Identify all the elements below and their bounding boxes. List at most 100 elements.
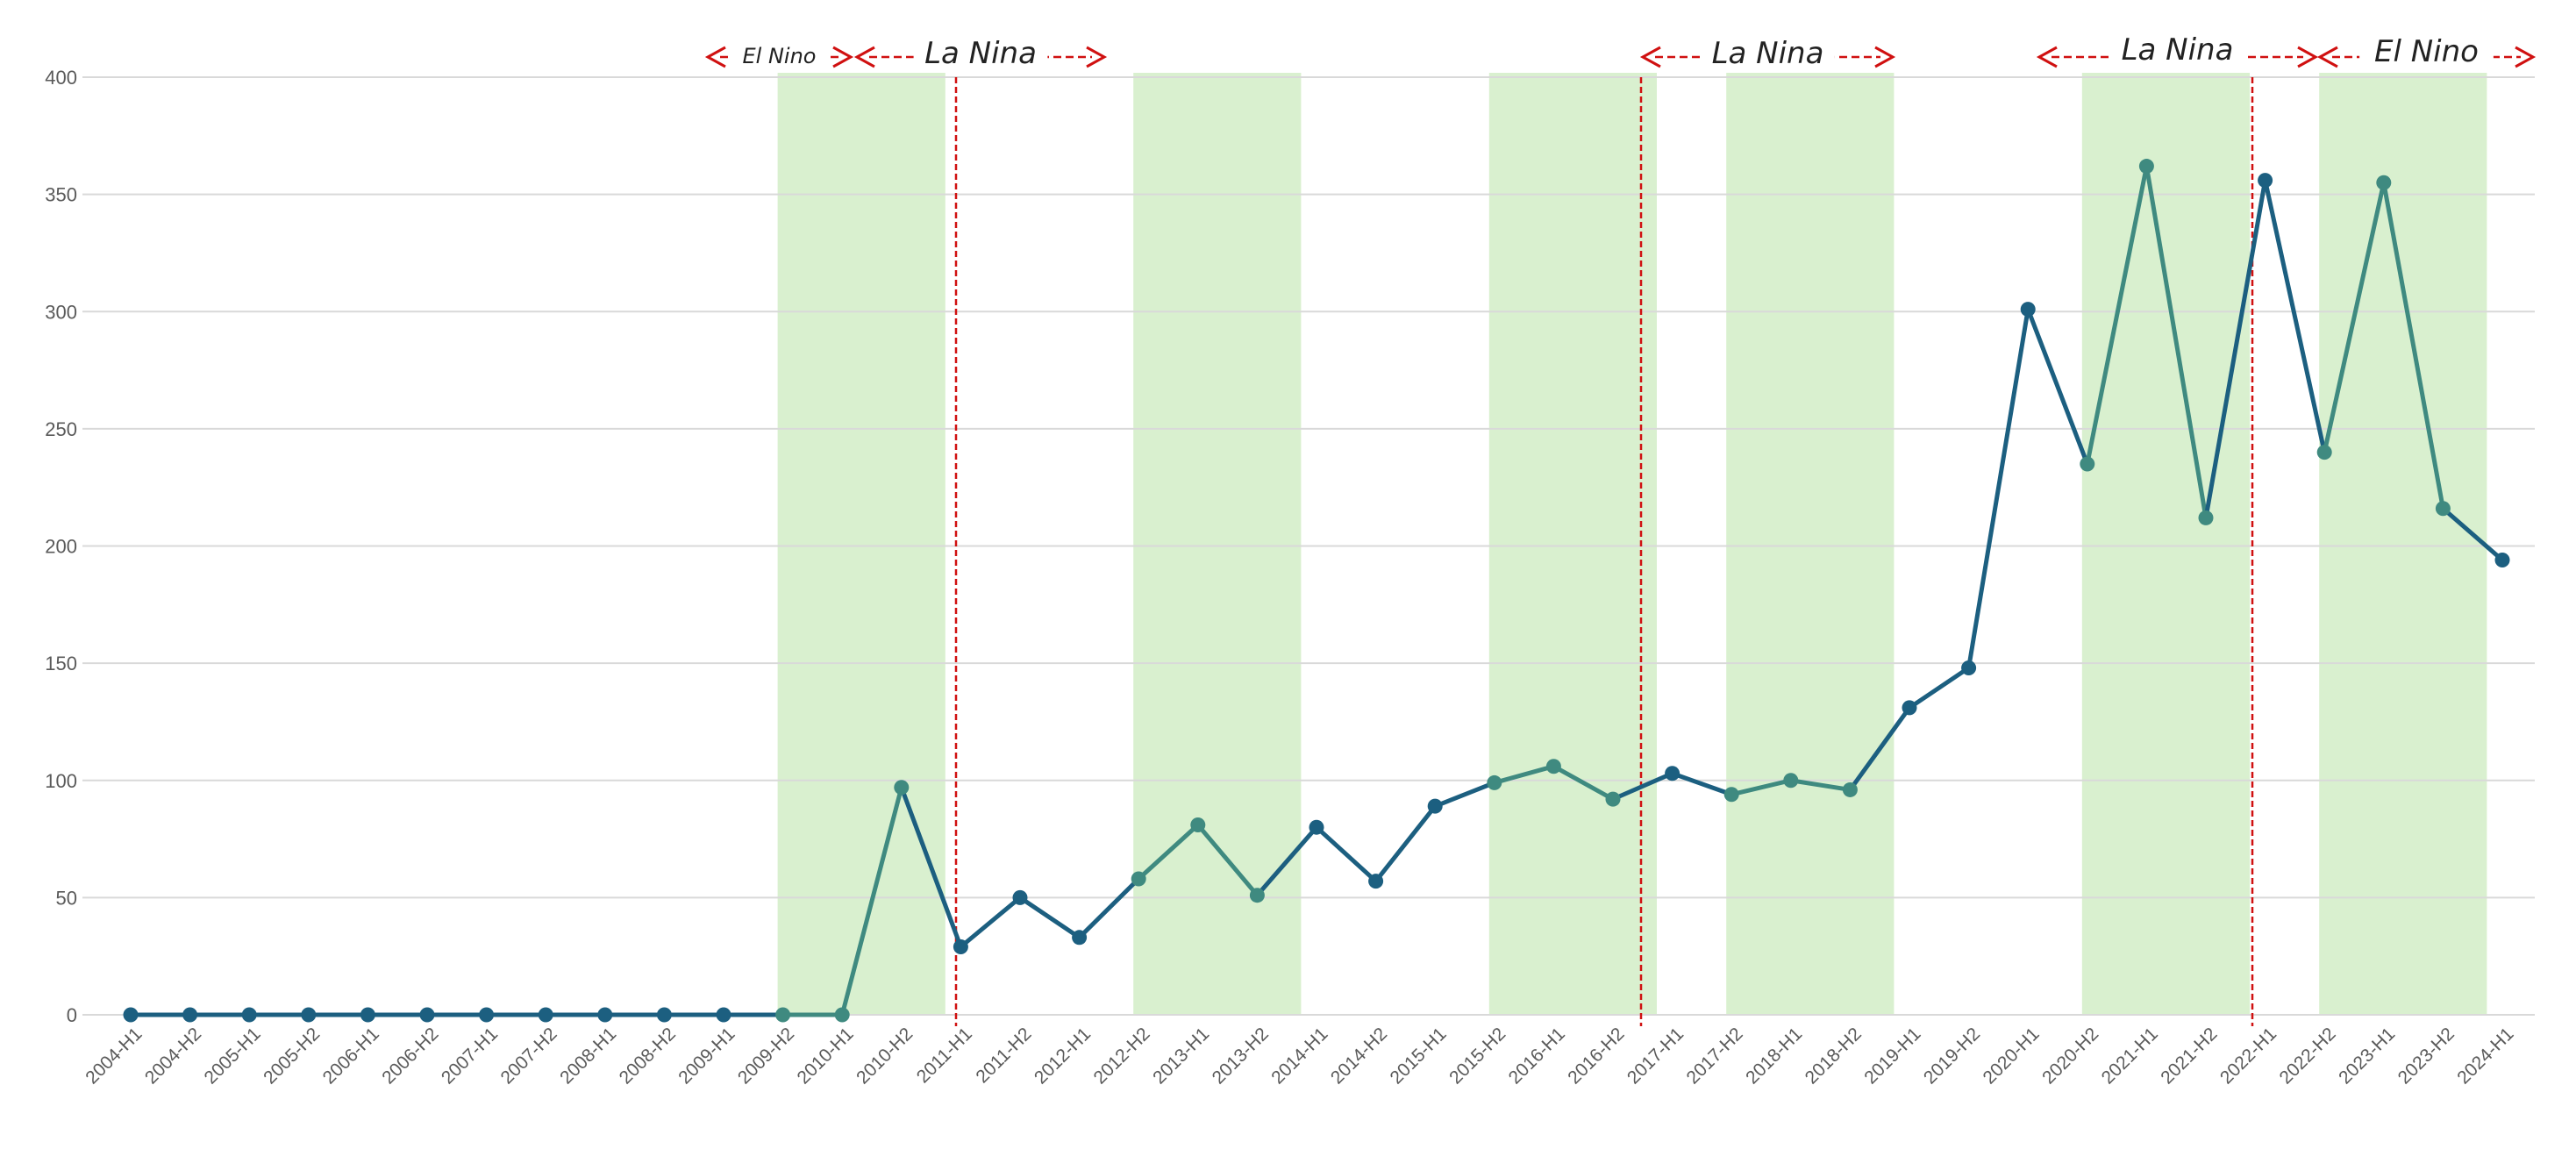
series-line-segment (1254, 824, 1319, 898)
data-point (2080, 456, 2095, 472)
data-point (1368, 874, 1384, 889)
shaded-periods (777, 73, 2487, 1015)
data-point (2198, 510, 2214, 525)
annotation-label-bg (2359, 36, 2494, 72)
period-annotations: El Nino La Nina La Nina La Nina El Nino (704, 32, 2537, 72)
annotation-label-bg (2110, 36, 2244, 72)
y-tick-label: 50 (56, 887, 77, 909)
data-point (1842, 781, 1858, 797)
series-line-segment (1907, 665, 1972, 710)
data-point (479, 1007, 495, 1023)
data-point (1902, 700, 1917, 716)
annotation-label: El Nino (743, 44, 817, 68)
annotation-arrowhead-right (832, 46, 854, 68)
x-tick-label: 2019-H1 (1860, 1024, 1924, 1088)
data-point (1545, 759, 1561, 774)
data-point (1961, 660, 1977, 675)
data-point (123, 1007, 139, 1023)
x-tick-label: 2013-H2 (1209, 1024, 1273, 1088)
series-line-segment (1966, 307, 2030, 670)
y-tick-label: 0 (67, 1004, 77, 1026)
annotation-label: La Nina (1712, 36, 1824, 71)
series-line-segment (1017, 895, 1082, 940)
data-point (1249, 888, 1265, 903)
data-point (1190, 817, 1206, 833)
annotation-arrowhead-left (2316, 46, 2338, 68)
x-tick-label: 2019-H2 (1920, 1024, 1984, 1088)
x-tick-label: 2016-H2 (1564, 1024, 1628, 1088)
annotation-label-bg (731, 42, 828, 68)
series-line-segment (1670, 771, 1734, 797)
shaded-band (2319, 73, 2487, 1015)
series-line-segment (2381, 180, 2445, 511)
x-tick-label: 2015-H2 (1445, 1024, 1509, 1088)
x-tick-label: 2006-H2 (378, 1024, 442, 1088)
x-tick-label: 2004-H2 (141, 1024, 205, 1088)
series-line-segment (2440, 506, 2505, 563)
series-line-segment (1195, 823, 1259, 898)
series-line-segment (2203, 178, 2268, 520)
data-points (123, 159, 2510, 1023)
x-tick-label: 2021-H1 (2098, 1024, 2162, 1088)
y-tick-label: 350 (45, 184, 77, 206)
annotation-arrowhead-right (2297, 46, 2319, 68)
data-point (1665, 766, 1680, 781)
x-tick-label: 2013-H1 (1149, 1024, 1213, 1088)
series-line-segment (1610, 771, 1675, 802)
data-point (301, 1007, 317, 1023)
data-point (597, 1007, 613, 1023)
series-line-segment (1492, 764, 1556, 785)
x-tick-label: 2015-H1 (1387, 1024, 1451, 1088)
series-line-segment (839, 785, 904, 1017)
series (128, 164, 2505, 1017)
data-point (1131, 871, 1146, 887)
data-point (1072, 930, 1088, 946)
data-point (419, 1007, 435, 1023)
x-tick-label: 2018-H2 (1802, 1024, 1866, 1088)
annotation-arrowhead-left (853, 46, 875, 68)
y-tick-label: 200 (45, 536, 77, 558)
data-point (2494, 553, 2510, 568)
data-point (2138, 159, 2154, 175)
annotation-label: El Nino (2374, 34, 2479, 69)
shaded-band (1726, 73, 1895, 1015)
x-tick-label: 2008-H1 (556, 1024, 620, 1088)
data-point (953, 938, 968, 954)
annotation-label-bg (913, 36, 1048, 72)
series-line-segment (1788, 778, 1852, 792)
series-line-segment (1729, 778, 1794, 797)
data-point (2376, 175, 2392, 190)
series-line-segment (1847, 705, 1912, 792)
series-line-segment (899, 785, 963, 949)
x-tick-label: 2014-H1 (1267, 1024, 1331, 1088)
shaded-band (777, 73, 945, 1015)
x-tick-label: 2017-H2 (1683, 1024, 1747, 1088)
period-dividers (954, 77, 2254, 1026)
x-tick-label: 2014-H2 (1327, 1024, 1391, 1088)
annotation-arrowhead-right (1874, 46, 1896, 68)
y-tick-label: 250 (45, 418, 77, 440)
series-line-segment (2322, 180, 2387, 455)
y-tick-label: 100 (45, 770, 77, 792)
x-tick-label: 2005-H2 (260, 1024, 324, 1088)
x-tick-label: 2011-H1 (913, 1024, 976, 1087)
data-point (2316, 445, 2332, 460)
x-tick-label: 2009-H1 (674, 1024, 739, 1088)
data-point (1723, 787, 1739, 803)
data-point (894, 780, 910, 796)
x-tick-label: 2024-H1 (2453, 1024, 2517, 1088)
x-tick-label: 2016-H1 (1505, 1024, 1569, 1088)
y-tick-label: 400 (45, 67, 77, 89)
x-tick-label: 2012-H1 (1031, 1024, 1095, 1088)
data-point (538, 1007, 553, 1023)
x-tick-label: 2010-H1 (794, 1024, 858, 1088)
data-point (716, 1007, 731, 1023)
x-tick-label: 2012-H2 (1090, 1024, 1154, 1088)
data-point (2435, 501, 2451, 517)
data-point (360, 1007, 375, 1023)
data-point (1605, 791, 1621, 807)
x-tick-label: 2022-H2 (2276, 1024, 2340, 1088)
x-tick-label: 2023-H1 (2335, 1024, 2399, 1088)
series-line-segment (1432, 780, 1497, 809)
annotation-arrowhead-left (704, 46, 726, 68)
